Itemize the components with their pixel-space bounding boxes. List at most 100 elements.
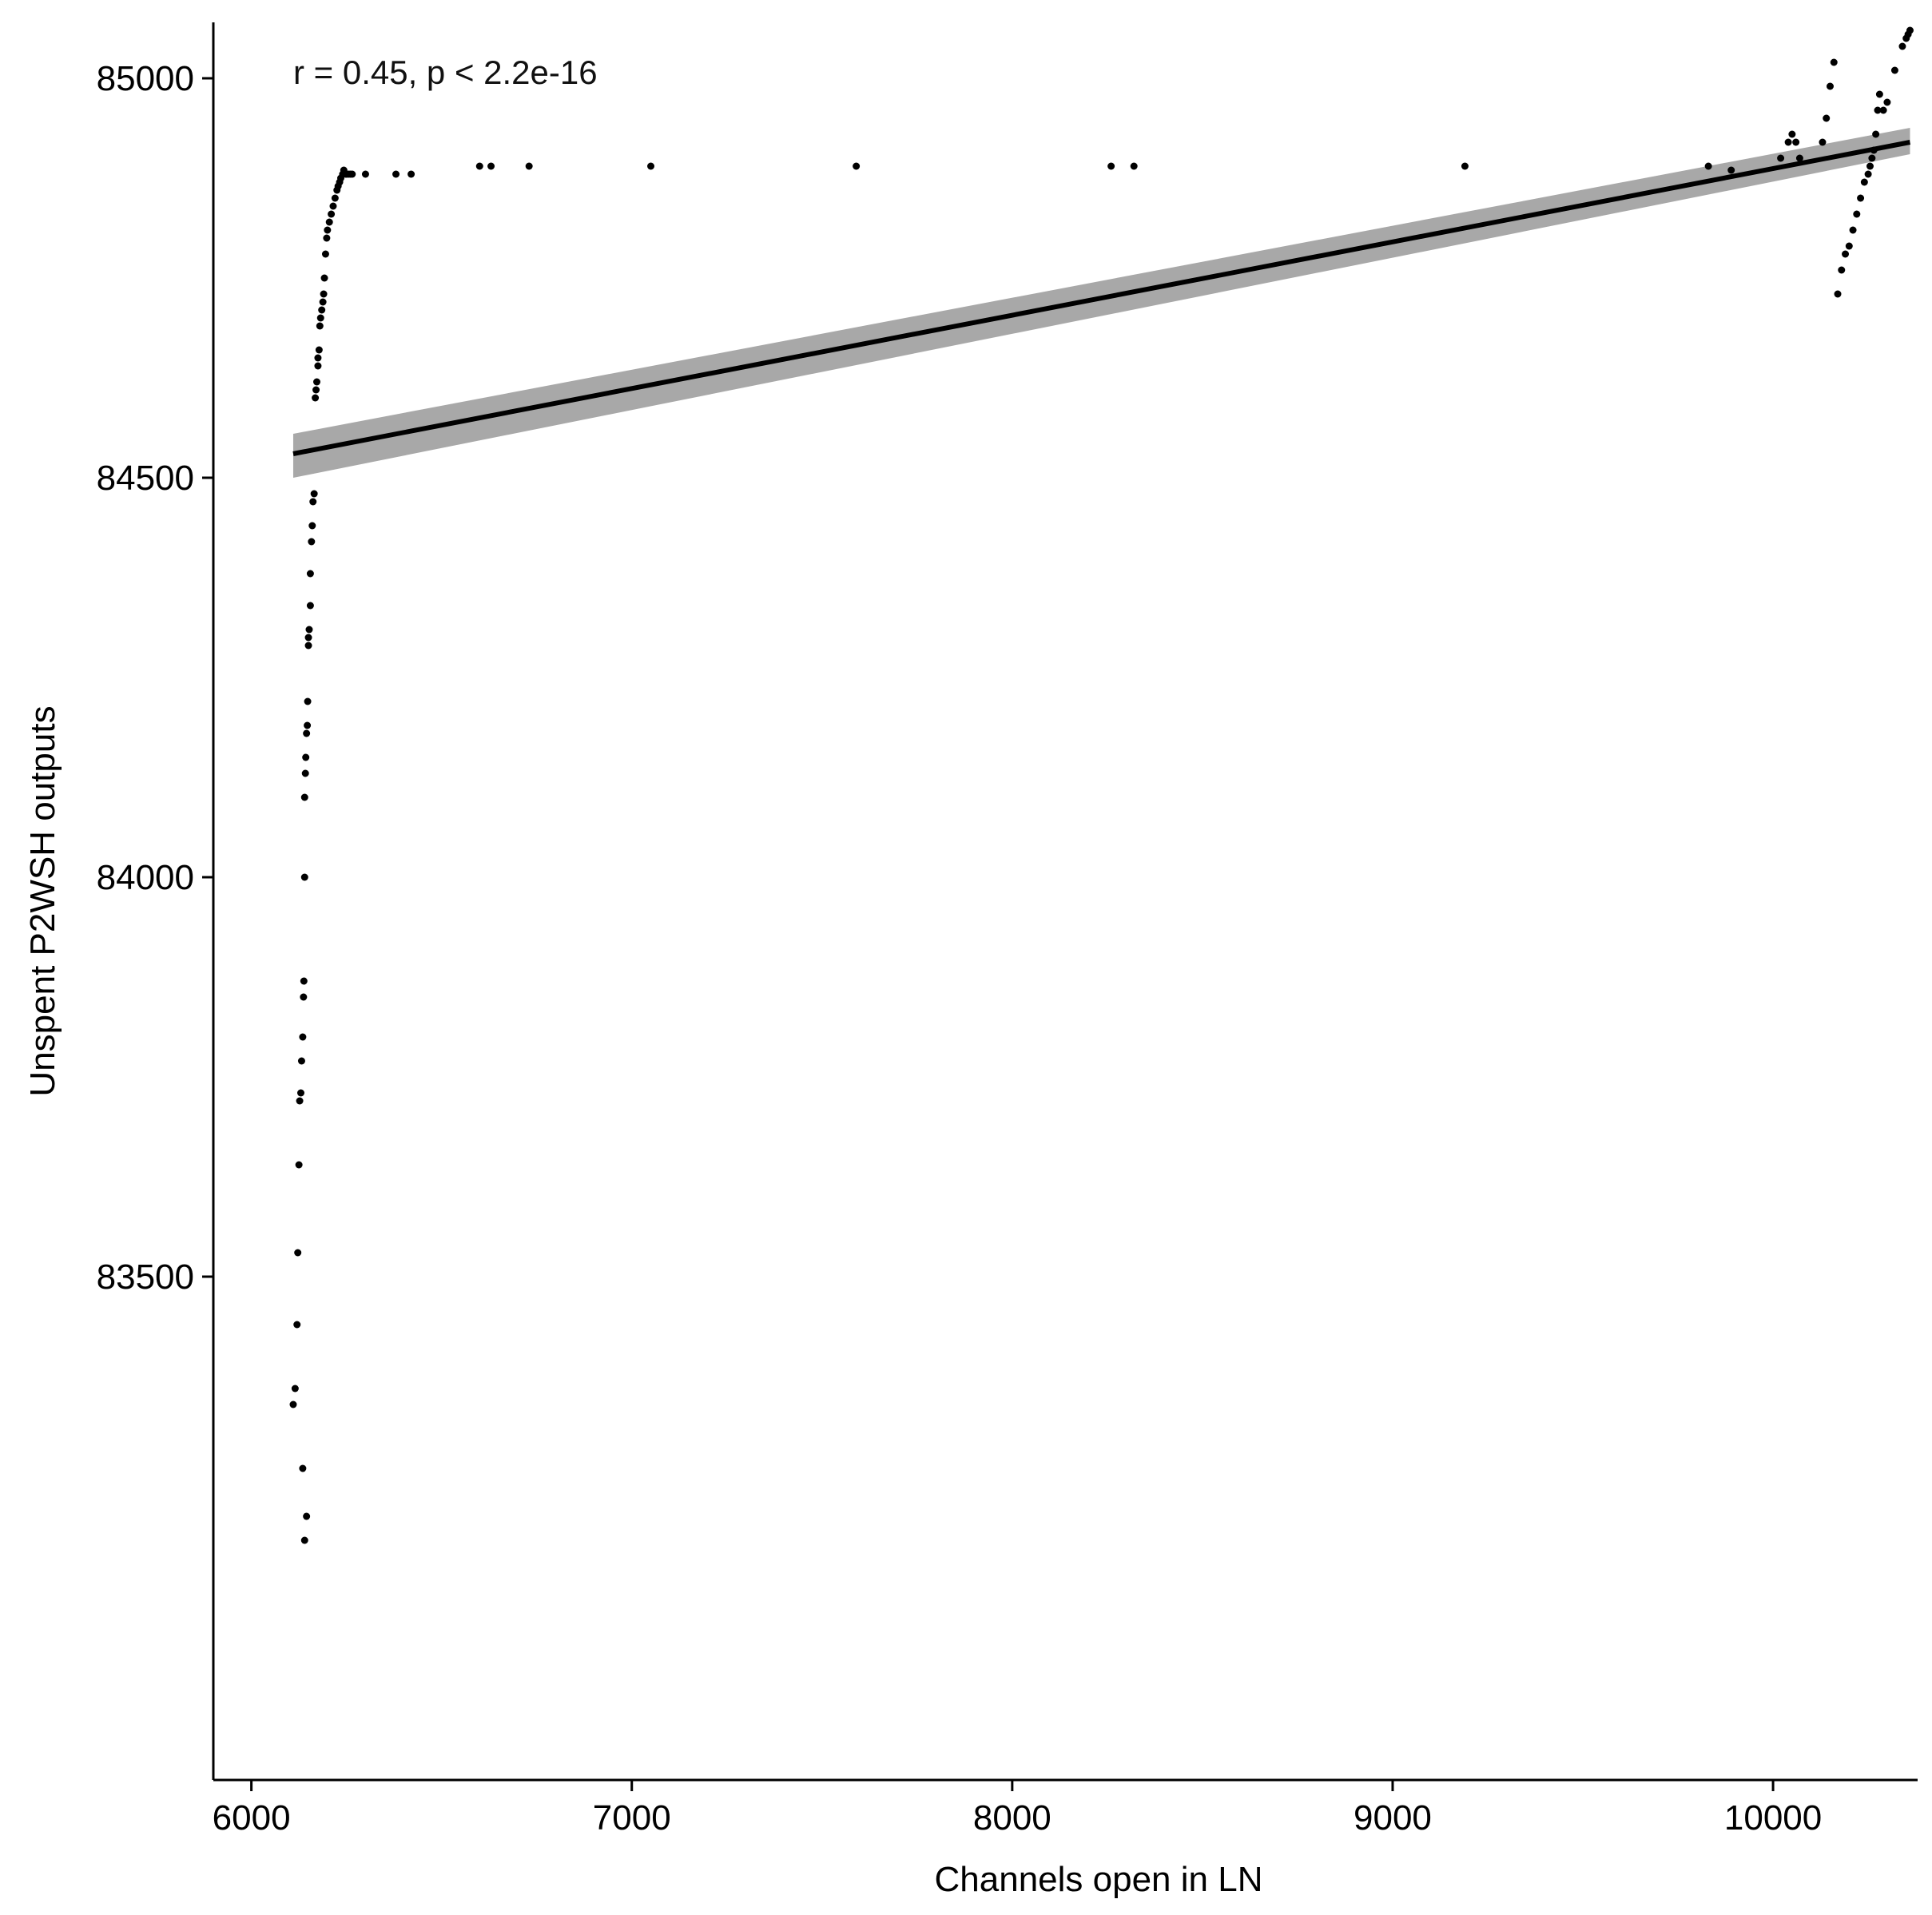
data-point [1845,242,1853,250]
data-point [325,218,333,226]
data-point [313,378,321,386]
data-point [306,602,314,610]
data-point [300,977,308,985]
data-point [1704,162,1712,170]
data-point [308,538,316,546]
data-point [1792,138,1800,146]
data-point [303,729,311,737]
data-point [293,1321,301,1329]
data-point [319,298,327,306]
data-point [1795,154,1803,162]
data-point [1874,106,1882,114]
data-point [308,522,316,530]
data-point [1777,154,1785,162]
data-point [289,1400,297,1408]
y-tick-label: 83500 [97,1257,194,1297]
regression-line [292,140,1911,456]
data-point [1853,210,1861,218]
data-point [1860,178,1868,186]
data-point [291,1385,299,1393]
data-point [525,162,533,170]
data-point [1107,162,1115,170]
data-point [1130,162,1138,170]
data-point [1857,194,1865,202]
data-point [321,250,329,258]
data-point [312,386,320,394]
data-point [853,162,861,170]
data-point [315,346,323,354]
data-point [296,1097,304,1105]
data-point [1906,26,1914,34]
data-point [1898,42,1906,50]
y-axis-title: Unspent P2WSH outputs [23,705,62,1096]
data-point [1834,290,1842,298]
data-point [1788,130,1796,138]
data-point [297,1057,305,1065]
data-point [300,1536,308,1544]
data-point [314,354,322,362]
x-tick-label: 7000 [593,1798,671,1838]
data-point [310,490,318,498]
data-point [320,274,328,282]
data-point [1823,114,1831,122]
data-point [320,290,328,298]
data-point [647,162,655,170]
correlation-annotation: r = 0.45, p < 2.2e-16 [293,54,598,91]
data-point [314,362,322,370]
data-point [295,1161,303,1169]
data-point [304,721,312,729]
y-tick-label: 84500 [97,459,194,498]
x-tick-label: 10000 [1724,1798,1822,1838]
x-axis-ticks: 6000 7000 8000 9000 10000 [213,1780,1822,1838]
data-point [1872,130,1880,138]
data-point [487,162,495,170]
data-point [297,1089,305,1097]
x-tick-label: 8000 [973,1798,1051,1838]
data-point [1849,226,1857,234]
regression-line-layer [292,140,1911,456]
data-point [301,769,309,777]
data-point [1866,162,1874,170]
data-point [305,626,313,634]
data-point [302,753,310,761]
data-point [329,202,337,210]
data-point [1879,106,1887,114]
data-point [300,873,308,881]
data-point [294,1249,302,1257]
data-point [309,498,317,506]
data-point [304,697,312,705]
data-point [1875,90,1883,98]
data-point [1883,98,1891,106]
data-point [300,993,308,1001]
data-point [1830,58,1838,66]
data-point [1864,170,1872,178]
x-axis-title: Channels open in LN [935,1860,1263,1899]
data-point [306,570,314,578]
data-point [318,306,326,314]
data-point [316,314,324,322]
data-point [312,394,320,402]
y-tick-label: 85000 [97,59,194,98]
data-point [324,226,332,234]
points-layer [289,26,1914,1544]
data-point [407,170,415,178]
data-point [1890,66,1898,74]
data-point [1868,154,1876,162]
data-point [1727,166,1735,174]
data-point [331,194,339,202]
data-point [316,322,324,330]
data-point [1842,250,1850,258]
y-tick-label: 84000 [97,858,194,897]
data-point [323,234,331,242]
data-point [1819,138,1827,146]
x-tick-label: 9000 [1354,1798,1432,1838]
data-point [348,170,356,178]
data-point [304,634,312,642]
data-point [1826,82,1834,90]
confidence-band [292,128,1910,478]
data-point [361,170,369,178]
data-point [300,793,308,801]
data-point [299,1033,307,1041]
data-point [1838,266,1846,274]
